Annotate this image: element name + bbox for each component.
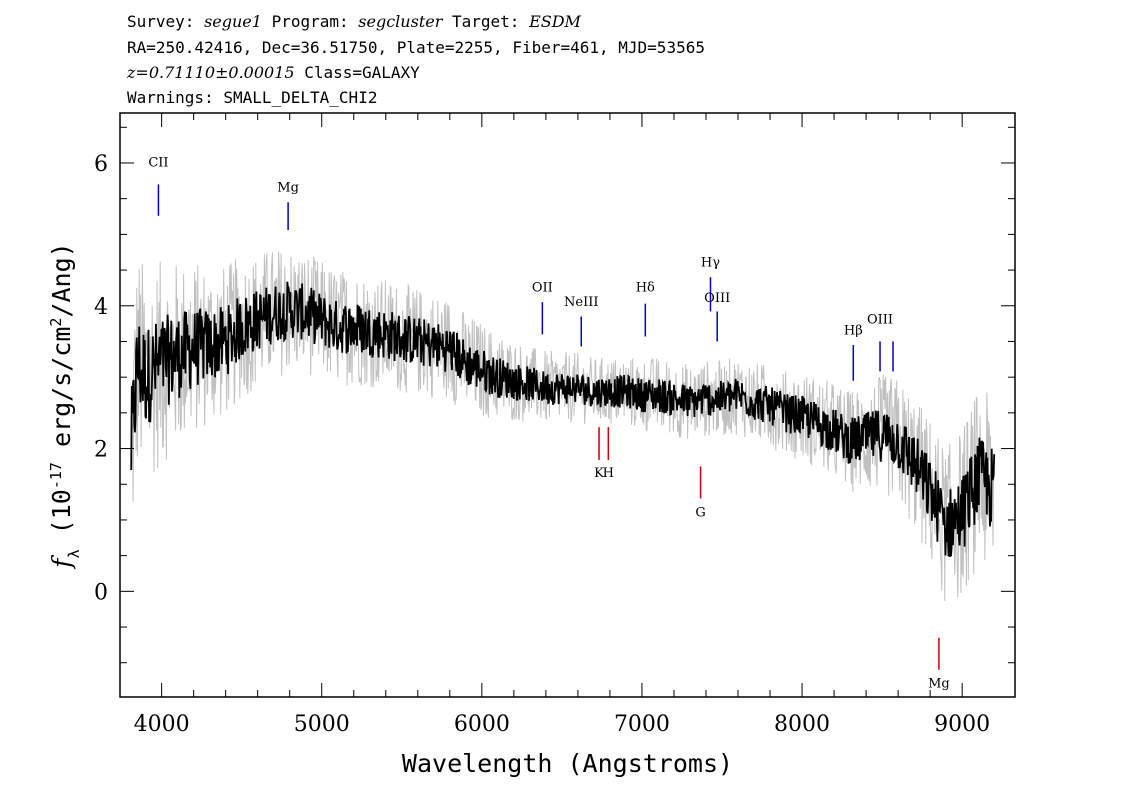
line-label: OIII: [867, 313, 893, 328]
x-tick-label: 6000: [454, 712, 510, 737]
y-tick-label: 0: [94, 580, 108, 605]
line-label: CII: [148, 156, 168, 171]
class-value: Class=GALAXY: [304, 63, 420, 82]
line-label: K: [594, 466, 604, 481]
line-label: Hβ: [844, 323, 863, 338]
x-tick-label: 8000: [774, 712, 830, 737]
y-tick-label: 4: [94, 295, 108, 320]
program-value: segcluster: [358, 12, 443, 31]
plot-frame: [119, 112, 1016, 698]
line-label: Mg: [928, 677, 950, 692]
header-warnings-line: Warnings: SMALL_DELTA_CHI2: [127, 88, 378, 107]
line-label: H: [603, 466, 614, 481]
header-redshift-line: z=0.71110±0.00015 Class=GALAXY: [127, 63, 420, 83]
line-label: G: [695, 505, 705, 520]
redshift-value: z=0.71110±0.00015: [127, 63, 295, 82]
line-label: Mg: [277, 181, 299, 196]
x-tick-label: 5000: [294, 712, 350, 737]
target-value: ESDM: [529, 12, 581, 31]
line-label: NeIII: [564, 295, 598, 310]
line-label: Hγ: [701, 255, 720, 270]
error-band-layer: [130, 251, 995, 601]
x-tick-label: 9000: [934, 712, 990, 737]
y-tick-label: 6: [94, 152, 108, 177]
program-label: Program:: [271, 12, 349, 31]
line-label: OII: [532, 280, 553, 295]
flux-spectrum-line: [130, 281, 996, 558]
x-tick-label: 7000: [614, 712, 670, 737]
axes-layer: 4000 5000 6000 7000 8000 9000 0 2 4 6: [94, 112, 1016, 737]
line-label: Hδ: [636, 280, 655, 295]
x-axis-title: Wavelength (Angstroms): [402, 749, 733, 778]
survey-label: Survey:: [127, 12, 195, 31]
target-label: Target:: [452, 12, 520, 31]
spectral-lines-layer: CII Mg OII NeIII Hδ Hγ OIII Hβ OIII KH G Mg: [148, 156, 949, 692]
error-spectrum-line: [130, 251, 995, 601]
x-tick-label: 4000: [134, 712, 190, 737]
y-axis-title: fλ (10-17 erg/s/cm2/Ang): [47, 242, 83, 569]
y-tick-label: 2: [94, 438, 108, 463]
header-survey-line: Survey: segue1 Program: segcluster Targe…: [127, 12, 581, 32]
line-label: OIII: [704, 291, 730, 306]
header-coordinates-line: RA=250.42416, Dec=36.51750, Plate=2255, …: [127, 38, 705, 57]
flux-spectrum-layer: [130, 281, 996, 558]
survey-value: segue1: [204, 12, 262, 31]
